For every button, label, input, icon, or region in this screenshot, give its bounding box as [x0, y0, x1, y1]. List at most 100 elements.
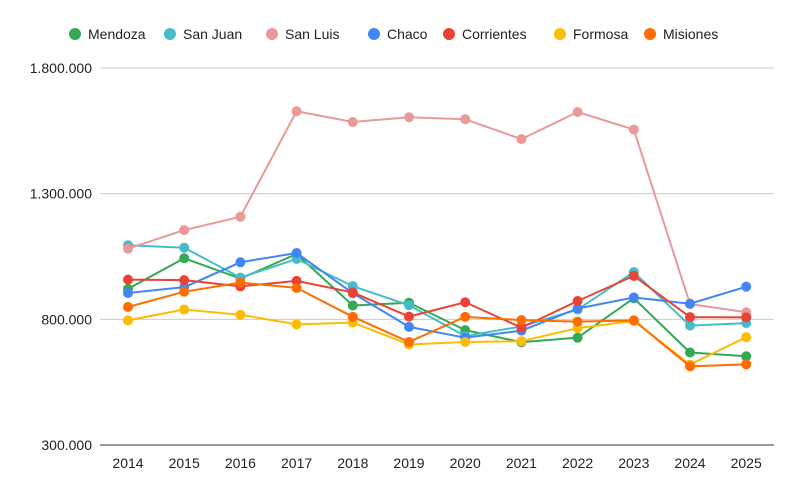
legend-item-misiones: Misiones: [644, 26, 718, 42]
x-tick-label: 2014: [112, 455, 143, 471]
data-point-misiones: [235, 277, 246, 288]
legend-label: San Luis: [285, 26, 339, 42]
x-tick-label: 2020: [450, 455, 481, 471]
data-point-misiones: [572, 316, 583, 327]
data-point-san-luis: [628, 124, 639, 135]
data-point-corrientes: [572, 295, 583, 306]
legend-marker: [266, 28, 278, 40]
series-line-mendoza: [127, 252, 748, 358]
data-point-corrientes: [179, 275, 190, 286]
legend-item-formosa: Formosa: [554, 26, 628, 42]
legend-label: Mendoza: [88, 26, 146, 42]
data-point-san-juan: [179, 242, 190, 253]
data-point-mendoza: [741, 351, 752, 362]
series-line-san-luis: [127, 110, 748, 314]
data-point-san-luis: [123, 243, 133, 254]
series-line-san-juan: [127, 244, 748, 338]
y-tick-label: 300.000: [41, 437, 92, 453]
legend-marker: [644, 28, 656, 40]
data-point-chaco: [291, 247, 302, 258]
y-tick-label: 1.300.000: [30, 186, 92, 202]
legend-marker: [368, 28, 380, 40]
legend-item-corrientes: Corrientes: [443, 26, 527, 42]
data-point-corrientes: [741, 312, 752, 323]
data-point-san-luis: [291, 106, 302, 117]
data-point-misiones: [179, 286, 190, 297]
series-line-chaco: [127, 251, 748, 339]
data-point-chaco: [685, 298, 695, 309]
data-point-formosa: [179, 304, 190, 315]
legend-marker: [554, 28, 566, 40]
series-corrientes: [123, 270, 752, 333]
x-tick-label: 2016: [225, 455, 256, 471]
data-point-chaco: [404, 321, 414, 332]
legend-marker: [69, 28, 81, 40]
data-point-san-luis: [404, 112, 414, 123]
x-tick-label: 2018: [337, 455, 368, 471]
x-tick-label: 2025: [731, 455, 762, 471]
series-line-corrientes: [127, 274, 748, 329]
data-point-corrientes: [460, 297, 471, 308]
legend-item-san-juan: San Juan: [164, 26, 242, 42]
x-tick-label: 2023: [618, 455, 649, 471]
data-point-san-luis: [347, 117, 358, 128]
data-point-misiones: [741, 359, 752, 370]
data-point-san-luis: [516, 134, 527, 145]
y-axis: 300.000 800.000 1.300.000 1.800.000: [30, 60, 93, 453]
data-point-corrientes: [291, 275, 302, 286]
data-point-chaco: [235, 257, 246, 268]
x-tick-label: 2019: [393, 455, 424, 471]
legend-item-mendoza: Mendoza: [69, 26, 146, 42]
data-point-mendoza: [347, 300, 358, 311]
data-point-corrientes: [123, 274, 133, 285]
data-point-misiones: [404, 336, 414, 347]
data-point-corrientes: [404, 311, 414, 322]
x-axis: 2014 2015 2016 2017 2018 2019 2020 2021 2022 2023…: [112, 455, 762, 471]
legend-item-chaco: Chaco: [368, 26, 428, 42]
data-point-misiones: [685, 361, 695, 372]
legend-label: San Juan: [183, 26, 242, 42]
legend-item-san-luis: San Luis: [266, 26, 339, 42]
data-point-san-luis: [235, 211, 246, 222]
data-point-formosa: [741, 332, 752, 343]
data-point-corrientes: [685, 312, 695, 323]
x-tick-label: 2021: [506, 455, 537, 471]
legend-marker: [164, 28, 176, 40]
data-point-mendoza: [572, 332, 583, 343]
data-point-san-luis: [179, 225, 190, 236]
data-point-chaco: [741, 281, 752, 292]
data-point-san-juan: [404, 300, 414, 311]
data-point-misiones: [291, 282, 302, 293]
data-point-formosa: [291, 319, 302, 330]
x-tick-label: 2022: [562, 455, 593, 471]
data-point-san-luis: [572, 106, 583, 117]
series-formosa: [123, 304, 752, 370]
legend-label: Formosa: [573, 26, 628, 42]
data-point-formosa: [123, 315, 133, 326]
legend-marker: [443, 28, 455, 40]
data-point-formosa: [516, 336, 527, 347]
data-point-misiones: [628, 315, 639, 326]
data-point-misiones: [347, 311, 358, 322]
legend-label: Chaco: [387, 26, 428, 42]
data-point-mendoza: [179, 253, 190, 264]
data-point-corrientes: [516, 322, 527, 333]
y-tick-label: 1.800.000: [30, 60, 92, 76]
legend: Mendoza San Juan San Luis Chaco Corrientes Fo…: [69, 26, 718, 42]
data-point-misiones: [460, 311, 471, 322]
data-point-chaco: [572, 303, 583, 314]
series-layer: [123, 106, 752, 372]
data-point-chaco: [123, 287, 133, 298]
series-line-misiones: [127, 281, 748, 368]
x-tick-label: 2017: [281, 455, 312, 471]
series-san-juan: [123, 240, 752, 342]
data-point-misiones: [123, 302, 133, 313]
series-misiones: [123, 277, 752, 372]
x-tick-label: 2015: [169, 455, 200, 471]
data-point-san-juan: [685, 320, 695, 331]
y-tick-label: 800.000: [41, 311, 92, 327]
data-point-formosa: [460, 336, 471, 347]
legend-label: Corrientes: [462, 26, 527, 42]
data-point-mendoza: [685, 347, 695, 358]
